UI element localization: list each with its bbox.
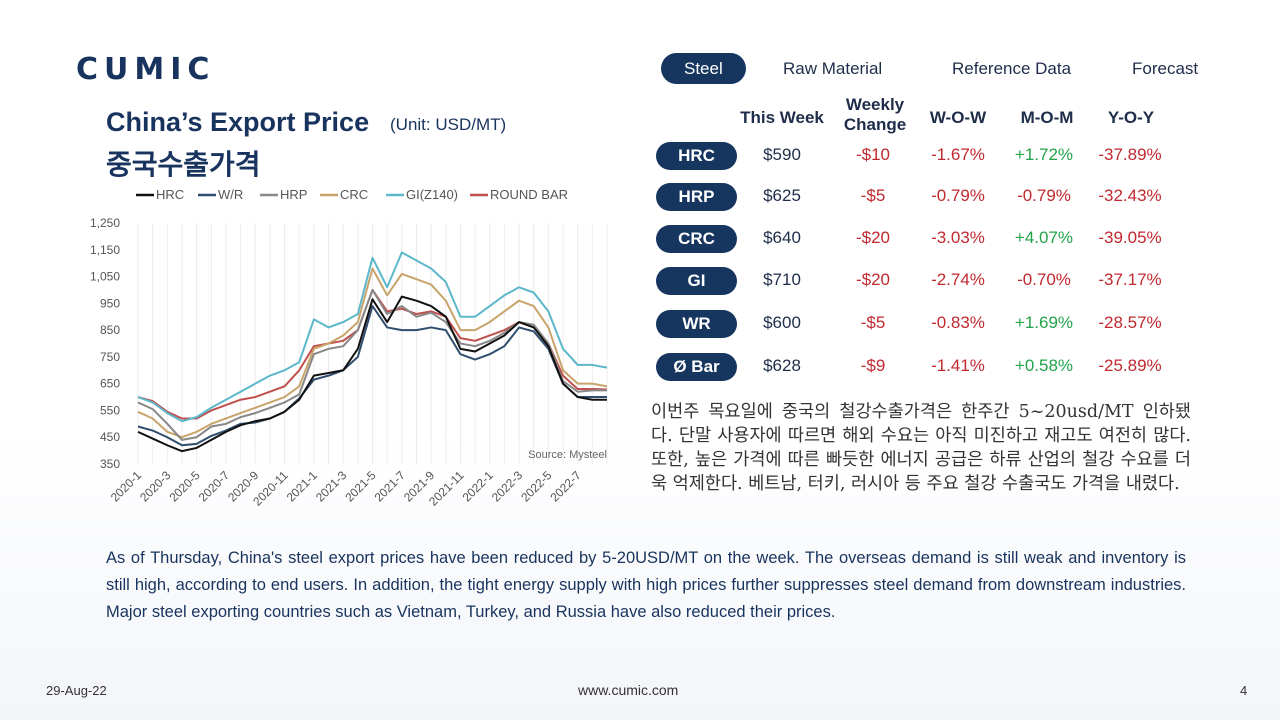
x-tick-label: 2022-3 — [489, 468, 526, 505]
table-cell-wow: -0.79% — [931, 186, 985, 205]
y-tick-label: 1,050 — [90, 270, 120, 284]
product-pill[interactable]: CRC — [656, 225, 737, 253]
table-cell-mom: +4.07% — [1014, 228, 1074, 247]
chart-subtitle-korean: 중국수출가격 — [106, 149, 261, 180]
table-cell-wow: -2.74% — [931, 270, 985, 289]
english-commentary: As of Thursday, China's steel export pri… — [106, 549, 1186, 621]
table-cell-mom: -0.70% — [1017, 270, 1071, 289]
chart-unit: (Unit: USD/MT) — [390, 115, 507, 134]
x-tick-label: 2021-3 — [313, 468, 350, 505]
header-this-week: This Week — [740, 108, 824, 127]
y-tick-label: 450 — [100, 430, 120, 444]
legend-label: HRP — [280, 187, 307, 202]
export-price-chart: HRC W/R HRP CRC GI(Z140) ROUND BAR 1,250 1,150… — [90, 187, 608, 509]
table-cell-price: $600 — [763, 313, 801, 332]
korean-commentary: 이번주 목요일에 중국의 철강수출가격은 한주간 5~20usd/MT 인하됐다… — [651, 402, 1191, 494]
y-tick-label: 550 — [100, 403, 120, 417]
table-cell-mom: +1.72% — [1014, 145, 1074, 164]
y-tick-label: 950 — [100, 296, 120, 310]
x-tick-label: 2021-5 — [342, 468, 379, 505]
y-tick-label: 350 — [100, 457, 120, 471]
header-yoy: Y-O-Y — [1107, 108, 1155, 127]
table-cell-price: $590 — [763, 145, 801, 164]
product-pill[interactable]: GI — [656, 267, 737, 295]
x-tick-label: 2020-1 — [108, 468, 145, 505]
product-pill[interactable]: HRC — [656, 142, 737, 170]
table-cell-change: -$20 — [855, 270, 891, 289]
chart-legend: HRC W/R HRP CRC GI(Z140) ROUND BAR — [136, 187, 568, 202]
table-cell-wow: -0.83% — [931, 313, 985, 332]
table-cell-yoy: -32.43% — [1098, 186, 1162, 205]
table-cell-wow: -1.67% — [931, 145, 985, 164]
chart-lines — [137, 251, 608, 453]
tab-raw-material[interactable]: Raw Material — [783, 59, 883, 78]
series-line-hrp — [137, 288, 607, 441]
table-cell-yoy: -37.17% — [1098, 270, 1162, 289]
y-tick-label: 850 — [100, 323, 120, 337]
x-tick-label: 2021-1 — [284, 468, 321, 505]
table-cell-change: -$5 — [860, 313, 886, 332]
source-note: Source: Mysteel — [528, 449, 607, 461]
table-cell-yoy: -37.89% — [1098, 145, 1162, 164]
table-cell-mom: +1.69% — [1014, 313, 1074, 332]
y-tick-label: 750 — [100, 350, 120, 364]
header-weekly-change: Weekly Change — [843, 95, 907, 134]
table-cell-price: $625 — [763, 186, 801, 205]
x-tick-label: 2022-7 — [547, 468, 584, 505]
footer-url[interactable]: www.cumic.com — [578, 682, 679, 698]
header-mom: M-O-M — [1020, 108, 1074, 127]
table-cell-yoy: -39.05% — [1098, 228, 1162, 247]
x-tick-label: 2020-7 — [196, 468, 233, 505]
x-tick-label: 2021-7 — [372, 468, 409, 505]
y-axis: 1,250 1,150 1,050 950 850 750 650 550 450 350 — [90, 216, 120, 471]
table-cell-mom: +0.58% — [1014, 356, 1074, 375]
y-tick-label: 1,250 — [90, 216, 120, 230]
table-cell-yoy: -25.89% — [1098, 356, 1162, 375]
series-line-w-r — [137, 305, 607, 447]
table-cell-yoy: -28.57% — [1098, 313, 1162, 332]
y-tick-label: 650 — [100, 377, 120, 391]
product-pill[interactable]: WR — [656, 310, 737, 338]
legend-label: GI(Z140) — [406, 187, 458, 202]
table-cell-mom: -0.79% — [1017, 186, 1071, 205]
y-tick-label: 1,150 — [90, 243, 120, 257]
header-wow: W-O-W — [929, 108, 987, 127]
tab-steel[interactable]: Steel — [661, 53, 746, 84]
table-cell-wow: -3.03% — [931, 228, 985, 247]
legend-label: W/R — [218, 187, 243, 202]
table-cell-change: -$9 — [860, 356, 886, 375]
table-cell-price: $640 — [763, 228, 801, 247]
series-line-gi-z140- — [137, 251, 608, 423]
x-tick-label: 2022-5 — [518, 468, 555, 505]
cumic-logo: CUMIC — [76, 52, 216, 87]
table-cell-change: -$20 — [855, 228, 891, 247]
legend-label: CRC — [340, 187, 368, 202]
series-line-crc — [137, 267, 608, 439]
x-tick-label: 2022-1 — [460, 468, 497, 505]
table-cell-wow: -1.41% — [931, 356, 985, 375]
tab-reference-data[interactable]: Reference Data — [952, 59, 1072, 78]
product-pill[interactable]: Ø Bar — [656, 353, 737, 381]
x-tick-label: 2020-3 — [137, 468, 174, 505]
x-axis: 2020-12020-32020-52020-72020-92020-11202… — [108, 468, 584, 509]
tab-forecast[interactable]: Forecast — [1132, 59, 1199, 78]
table-cell-change: -$5 — [860, 186, 886, 205]
chart-title: China’s Export Price — [106, 107, 370, 137]
legend-label: ROUND BAR — [490, 187, 568, 202]
x-tick-label: 2020-5 — [166, 468, 203, 505]
legend-label: HRC — [156, 187, 184, 202]
table-cell-price: $628 — [763, 356, 801, 375]
product-pill[interactable]: HRP — [656, 183, 737, 211]
table-cell-price: $710 — [763, 270, 801, 289]
footer-date: 29-Aug-22 — [46, 683, 107, 698]
page-number: 4 — [1240, 683, 1248, 698]
table-cell-change: -$10 — [855, 145, 891, 164]
series-line-hrc — [137, 295, 607, 453]
